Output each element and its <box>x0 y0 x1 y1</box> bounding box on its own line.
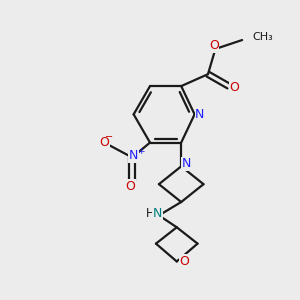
Text: +: + <box>137 147 144 156</box>
Text: N: N <box>195 108 205 121</box>
Text: N: N <box>129 149 138 162</box>
Text: O: O <box>100 136 110 149</box>
Text: O: O <box>229 81 239 94</box>
Text: O: O <box>126 180 136 193</box>
Text: H: H <box>146 206 155 220</box>
Text: N: N <box>182 158 191 170</box>
Text: CH₃: CH₃ <box>253 32 273 42</box>
Text: O: O <box>209 39 219 52</box>
Text: −: − <box>105 132 113 142</box>
Text: N: N <box>153 206 162 220</box>
Text: O: O <box>179 255 189 268</box>
